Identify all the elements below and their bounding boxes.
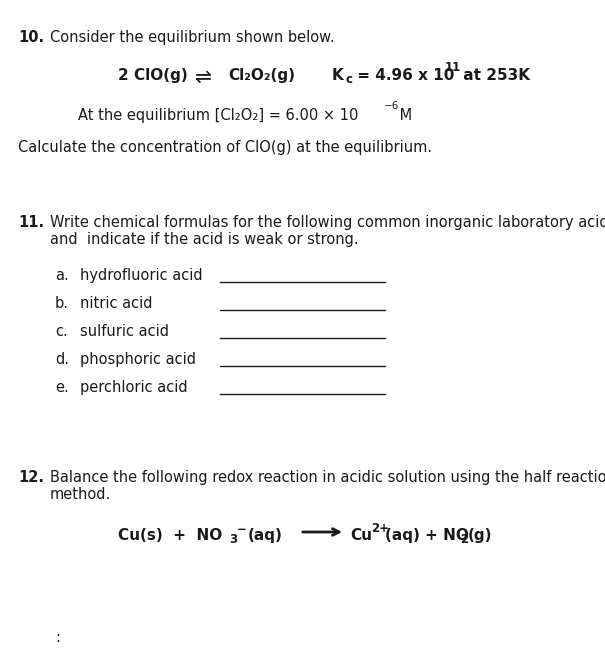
- Text: b.: b.: [55, 296, 69, 311]
- Text: Cu: Cu: [350, 528, 372, 543]
- Text: 11: 11: [445, 61, 461, 74]
- Text: 3: 3: [229, 533, 237, 546]
- Text: (aq) + NO: (aq) + NO: [385, 528, 469, 543]
- Text: d.: d.: [55, 352, 69, 367]
- Text: Cl₂O₂(g): Cl₂O₂(g): [228, 68, 295, 83]
- Text: At the equilibrium [Cl₂O₂] = 6.00 × 10: At the equilibrium [Cl₂O₂] = 6.00 × 10: [78, 108, 358, 123]
- Text: a.: a.: [55, 268, 69, 283]
- Text: phosphoric acid: phosphoric acid: [80, 352, 196, 367]
- Text: :: :: [55, 630, 60, 645]
- Text: = 4.96 x 10: = 4.96 x 10: [352, 68, 454, 83]
- Text: 2+: 2+: [371, 522, 389, 535]
- Text: Balance the following redox reaction in acidic solution using the half reaction: Balance the following redox reaction in …: [50, 470, 605, 485]
- Text: (g): (g): [468, 528, 492, 543]
- Text: c.: c.: [55, 324, 68, 339]
- Text: Consider the equilibrium shown below.: Consider the equilibrium shown below.: [50, 30, 335, 45]
- Text: ⇌: ⇌: [195, 68, 212, 87]
- Text: c: c: [345, 73, 352, 86]
- Text: 2: 2: [460, 533, 468, 546]
- Text: −: −: [237, 523, 247, 536]
- Text: hydrofluoric acid: hydrofluoric acid: [80, 268, 203, 283]
- Text: 11.: 11.: [18, 215, 44, 230]
- Text: 2 ClO(g): 2 ClO(g): [118, 68, 188, 83]
- Text: 10.: 10.: [18, 30, 44, 45]
- Text: 12.: 12.: [18, 470, 44, 485]
- Text: Cu(s)  +  NO: Cu(s) + NO: [118, 528, 222, 543]
- Text: and  indicate if the acid is weak or strong.: and indicate if the acid is weak or stro…: [50, 232, 359, 247]
- Text: −6: −6: [384, 101, 399, 111]
- Text: K: K: [332, 68, 344, 83]
- Text: method.: method.: [50, 487, 111, 502]
- Text: nitric acid: nitric acid: [80, 296, 152, 311]
- Text: Calculate the concentration of ClO(g) at the equilibrium.: Calculate the concentration of ClO(g) at…: [18, 140, 432, 155]
- Text: sulfuric acid: sulfuric acid: [80, 324, 169, 339]
- Text: perchloric acid: perchloric acid: [80, 380, 188, 395]
- Text: e.: e.: [55, 380, 69, 395]
- Text: (aq): (aq): [248, 528, 283, 543]
- Text: at 253K: at 253K: [458, 68, 530, 83]
- Text: M: M: [395, 108, 412, 123]
- Text: Write chemical formulas for the following common inorganic laboratory acids: Write chemical formulas for the followin…: [50, 215, 605, 230]
